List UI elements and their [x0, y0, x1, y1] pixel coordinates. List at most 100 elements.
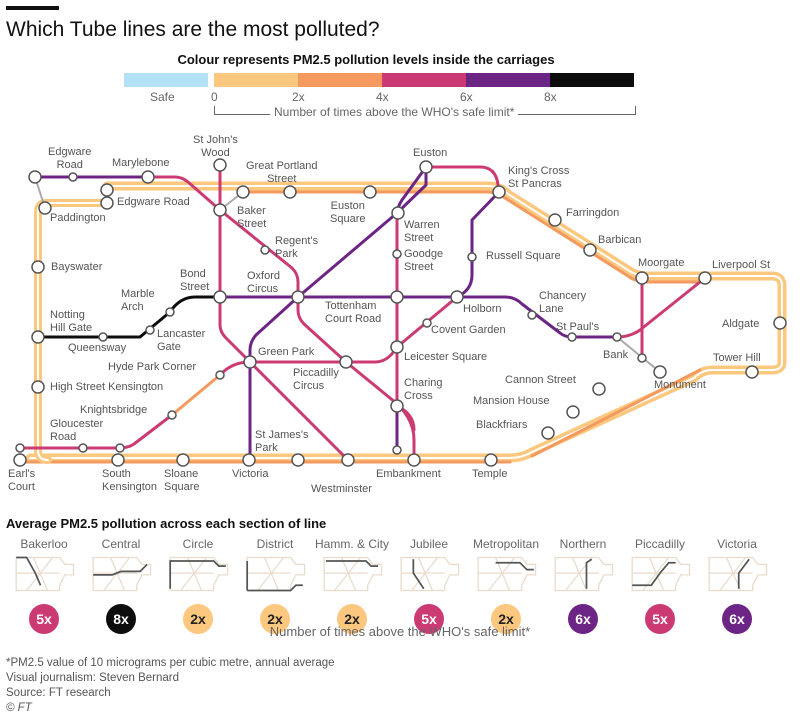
- station-label: Goodge Street: [404, 248, 444, 273]
- line-thumbnail-icon: [15, 556, 75, 592]
- station-marker: [31, 380, 45, 394]
- station-label: Tower Hill: [713, 352, 761, 364]
- station-marker: [391, 206, 405, 220]
- station-marker: [15, 443, 25, 453]
- station-marker: [165, 307, 175, 317]
- station-label: Mansion House: [473, 395, 550, 407]
- station-marker: [167, 410, 177, 420]
- pollution-badge: 5x: [645, 604, 675, 634]
- station-label: Euston Square: [330, 200, 366, 225]
- header-rule: [6, 6, 59, 10]
- station-label: Leicester Square: [404, 351, 488, 363]
- station-label: Embankment: [376, 468, 441, 480]
- station-label: Knightsbridge: [80, 404, 148, 416]
- station-marker: [236, 185, 250, 199]
- station-marker: [390, 340, 404, 354]
- station-label: Holborn: [463, 303, 502, 315]
- station-label: Westminster: [311, 483, 372, 495]
- legend-tick: 6x: [460, 90, 473, 104]
- line-summary: Metropolitan 2x: [466, 537, 546, 634]
- line-summary: Victoria 6x: [697, 537, 777, 634]
- line-name: Victoria: [717, 537, 757, 551]
- station-label: High Street Kensington: [50, 381, 164, 393]
- station-marker: [68, 172, 78, 182]
- station-marker: [339, 355, 353, 369]
- station-marker: [215, 370, 225, 380]
- station-label: Farringdon: [566, 207, 620, 219]
- station-label: Temple: [472, 468, 508, 480]
- line-summary: Piccadilly 5x: [620, 537, 700, 634]
- station-marker: [492, 185, 506, 199]
- station-label: Edgware Road: [117, 196, 190, 208]
- station-label: Piccadilly Circus: [293, 367, 339, 392]
- station-marker: [28, 170, 42, 184]
- line-thumbnail-icon: [400, 556, 460, 592]
- station-label: Moorgate: [638, 257, 685, 269]
- line-thumbnail-icon: [92, 556, 152, 592]
- station-marker: [592, 382, 606, 396]
- station-marker: [390, 399, 404, 413]
- station-marker: [390, 290, 404, 304]
- line-name: Bakerloo: [20, 537, 68, 551]
- station-marker: [100, 196, 114, 210]
- station-label: St James's Park: [255, 429, 309, 454]
- legend-tick: 4x: [376, 90, 389, 104]
- station-label: Sloane Square: [164, 468, 200, 493]
- line-circle: [18, 176, 787, 464]
- line-name: Metropolitan: [472, 537, 540, 551]
- station-marker: [422, 318, 432, 328]
- line-summary: Hamm. & City 2x: [312, 537, 392, 634]
- station-marker: [291, 453, 305, 467]
- credit: Visual journalism: Steven Bernard: [6, 672, 180, 684]
- station-marker: [242, 453, 256, 467]
- station-marker: [283, 185, 297, 199]
- legend-swatch-6-8x: [466, 73, 550, 87]
- station-label: Bond Street: [180, 268, 210, 293]
- section-title: Average PM2.5 pollution across each sect…: [6, 516, 327, 531]
- station-marker: [176, 453, 190, 467]
- station-label: Bank: [603, 349, 629, 361]
- pollution-badge: 2x: [337, 604, 367, 634]
- station-label: Monument: [654, 379, 706, 391]
- station-marker: [291, 290, 305, 304]
- station-label: Queensway: [68, 342, 127, 354]
- legend-swatch-safe: [124, 73, 208, 87]
- line-thumbnail-icon: [708, 556, 768, 592]
- station-marker: [243, 355, 257, 369]
- line-name: Northern: [559, 537, 607, 551]
- station-marker: [698, 271, 712, 285]
- station-label: Oxford Circus: [247, 270, 281, 295]
- station-marker: [419, 160, 433, 174]
- station-label: Russell Square: [486, 250, 561, 262]
- station-marker: [141, 170, 155, 184]
- station-label: Covent Garden: [431, 324, 506, 336]
- station-marker: [637, 353, 647, 363]
- line-thumbnail-icon: [323, 556, 383, 592]
- station-marker: [363, 185, 377, 199]
- line-name: Piccadilly: [634, 537, 685, 551]
- station-label: Gloucester Road: [50, 418, 104, 443]
- station-marker: [260, 245, 270, 255]
- station-label: Earl's Court: [8, 468, 36, 493]
- station-label: King's Cross St Pancras: [508, 165, 570, 190]
- station-marker: [541, 426, 555, 440]
- station-label: Notting Hill Gate: [50, 309, 93, 334]
- station-label: Charing Cross: [404, 377, 443, 402]
- line-name: District: [256, 537, 294, 551]
- pollution-badge: 5x: [414, 604, 444, 634]
- station-marker: [484, 453, 498, 467]
- station-marker: [635, 271, 649, 285]
- station-marker: [213, 203, 227, 217]
- station-label: Hyde Park Corner: [108, 361, 197, 373]
- line-name: Jubilee: [409, 537, 449, 551]
- line-thumbnail-icon: [246, 556, 306, 592]
- legend-swatch-2-4x: [298, 73, 382, 87]
- station-label: Lancaster Gate: [157, 328, 206, 353]
- pollution-badge: 2x: [183, 604, 213, 634]
- station-marker: [548, 213, 562, 227]
- station-marker: [467, 252, 477, 262]
- line-jubilee: [218, 163, 350, 462]
- station-label: Chancery Lane: [539, 290, 587, 315]
- line-name: Hamm. & City: [314, 537, 389, 551]
- station-marker: [78, 443, 88, 453]
